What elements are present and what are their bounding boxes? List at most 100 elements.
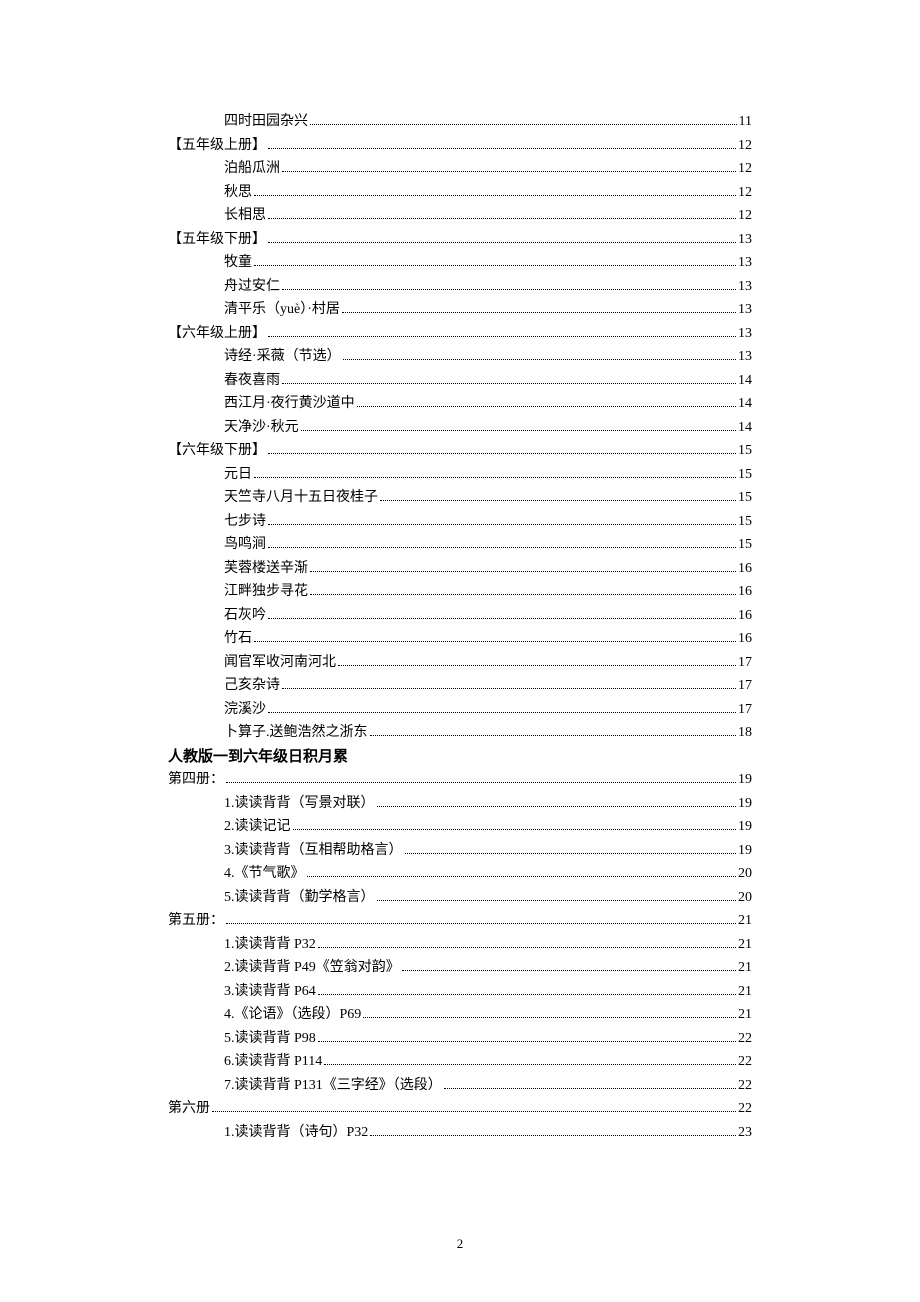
toc-page-number: 21: [738, 909, 752, 933]
toc-page-number: 16: [738, 557, 752, 581]
toc-page-number: 15: [738, 486, 752, 510]
toc-page-number: 13: [738, 298, 752, 322]
toc-page-number: 19: [738, 768, 752, 792]
toc-leader-dots: [318, 947, 736, 948]
toc-entry: 【五年级上册】12: [168, 134, 752, 158]
toc-page-number: 16: [738, 580, 752, 604]
toc-entry: 1.读读背背 P3221: [168, 933, 752, 957]
toc-entry: 七步诗15: [168, 510, 752, 534]
toc-label: 2.读读记记: [224, 815, 291, 839]
toc-page-number: 14: [738, 416, 752, 440]
toc-label: 己亥杂诗: [224, 674, 280, 698]
toc-page-number: 22: [738, 1050, 752, 1074]
toc-entry: 诗经·采薇（节选）13: [168, 345, 752, 369]
toc-leader-dots: [301, 430, 736, 431]
toc-page-number: 20: [738, 886, 752, 910]
toc-label: 卜算子.送鲍浩然之浙东: [224, 721, 368, 745]
toc-leader-dots: [318, 994, 736, 995]
toc-page-number: 12: [738, 204, 752, 228]
toc-entry: 竹石 16: [168, 627, 752, 651]
toc-entry: 江畔独步寻花16: [168, 580, 752, 604]
toc-page-number: 21: [738, 956, 752, 980]
toc-label: 牧童: [224, 251, 252, 275]
toc-entry: 1.读读背背（写景对联） 19: [168, 792, 752, 816]
toc-label: 闻官军收河南河北: [224, 651, 336, 675]
toc-entry: 清平乐（yuè）·村居 13: [168, 298, 752, 322]
toc-leader-dots: [268, 242, 736, 243]
toc-label: 春夜喜雨: [224, 369, 280, 393]
toc-page-number: 15: [738, 510, 752, 534]
toc-label: 鸟鸣涧: [224, 533, 266, 557]
toc-label: 清平乐（yuè）·村居: [224, 298, 340, 322]
toc-entry: 4.《论语》（选段）P6921: [168, 1003, 752, 1027]
toc-entry: 2.读读记记19: [168, 815, 752, 839]
toc-entry: 鸟鸣涧 15: [168, 533, 752, 557]
toc-entry: 【六年级上册】13: [168, 322, 752, 346]
toc-entry: 第四册：19: [168, 768, 752, 792]
toc-entry: 春夜喜雨 14: [168, 369, 752, 393]
toc-leader-dots: [318, 1041, 736, 1042]
toc-page-number: 13: [738, 251, 752, 275]
toc-page-number: 19: [738, 792, 752, 816]
toc-label: 天竺寺八月十五日夜桂子: [224, 486, 378, 510]
toc-label: 竹石: [224, 627, 252, 651]
toc-leader-dots: [342, 312, 736, 313]
toc-page-number: 21: [738, 933, 752, 957]
toc-label: 天净沙·秋元: [224, 416, 299, 440]
toc-leader-dots: [268, 547, 736, 548]
toc-label: 7.读读背背 P131《三字经》（选段）: [224, 1074, 442, 1098]
toc-entry: 四时田园杂兴11: [168, 110, 752, 134]
toc-page-number: 17: [738, 698, 752, 722]
toc-label: 泊船瓜洲: [224, 157, 280, 181]
toc-entry: 【六年级下册】15: [168, 439, 752, 463]
toc-leader-dots: [370, 735, 737, 736]
toc-entry: 天竺寺八月十五日夜桂子 15: [168, 486, 752, 510]
toc-entry: 第五册：21: [168, 909, 752, 933]
toc-leader-dots: [268, 218, 736, 219]
toc-page-number: 13: [738, 275, 752, 299]
toc-leader-dots: [380, 500, 736, 501]
toc-entry: 泊船瓜洲12: [168, 157, 752, 181]
toc-leader-dots: [268, 524, 736, 525]
toc-entry: 5.读读背背 P9822: [168, 1027, 752, 1051]
toc-page-number: 22: [738, 1074, 752, 1098]
section-heading: 人教版一到六年级日积月累: [168, 745, 752, 769]
toc-entry: 芙蓉楼送辛渐16: [168, 557, 752, 581]
toc-section-2: 第四册：191.读读背背（写景对联）192.读读记记193.读读背背（互相帮助格…: [168, 768, 752, 1144]
toc-leader-dots: [307, 876, 737, 877]
toc-label: 诗经·采薇（节选）: [224, 345, 341, 369]
toc-leader-dots: [226, 923, 736, 924]
toc-label: 秋思: [224, 181, 252, 205]
toc-label: 西江月·夜行黄沙道中: [224, 392, 355, 416]
toc-page-number: 23: [738, 1121, 752, 1145]
toc-leader-dots: [254, 265, 736, 266]
toc-page-number: 14: [738, 392, 752, 416]
toc-entry: 秋思12: [168, 181, 752, 205]
toc-leader-dots: [268, 712, 736, 713]
toc-entry: 石灰吟16: [168, 604, 752, 628]
toc-leader-dots: [293, 829, 737, 830]
toc-leader-dots: [268, 453, 736, 454]
toc-entry: 天净沙·秋元 14: [168, 416, 752, 440]
toc-leader-dots: [343, 359, 736, 360]
toc-entry: 第六册22: [168, 1097, 752, 1121]
toc-label: 第六册: [168, 1097, 210, 1121]
toc-entry: 元日15: [168, 463, 752, 487]
toc-label: 4.《论语》（选段）P69: [224, 1003, 361, 1027]
toc-label: 长相思: [224, 204, 266, 228]
toc-page-number: 16: [738, 627, 752, 651]
toc-leader-dots: [370, 1135, 736, 1136]
toc-page-number: 14: [738, 369, 752, 393]
toc-leader-dots: [282, 289, 736, 290]
toc-leader-dots: [444, 1088, 736, 1089]
toc-page-number: 13: [738, 228, 752, 252]
toc-entry: 4.《节气歌》20: [168, 862, 752, 886]
toc-leader-dots: [282, 171, 736, 172]
toc-leader-dots: [254, 641, 736, 642]
toc-label: 6.读读背背 P114: [224, 1050, 322, 1074]
toc-label: 1.读读背背（写景对联）: [224, 792, 375, 816]
toc-leader-dots: [310, 594, 736, 595]
page-number: 2: [0, 1236, 920, 1252]
toc-leader-dots: [324, 1064, 736, 1065]
toc-page-number: 15: [738, 533, 752, 557]
